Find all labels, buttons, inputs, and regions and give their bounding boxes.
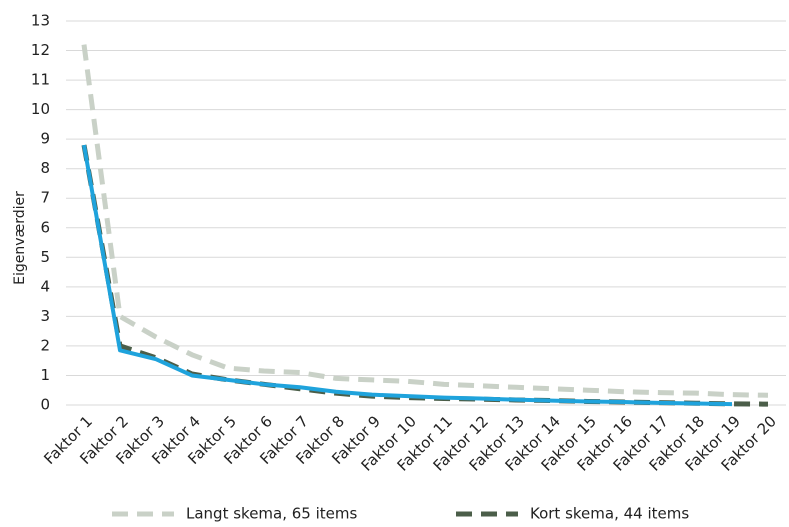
y-tick-label: 2 (40, 336, 50, 354)
y-tick-label: 0 (40, 396, 50, 414)
y-tick-label: 12 (31, 41, 50, 59)
y-tick-label: 8 (40, 159, 50, 177)
series-line (81, 144, 769, 407)
y-tick-label: 4 (40, 277, 50, 295)
y-tick-label: 3 (40, 307, 50, 325)
legend-label: Langt skema, 65 items (186, 505, 358, 523)
y-axis-label: Eigenværdier (12, 191, 28, 285)
y-tick-label: 9 (40, 130, 50, 148)
y-tick-label: 6 (40, 218, 50, 236)
legend-label: Kort skema, 44 items (530, 505, 689, 523)
y-tick-label: 11 (31, 71, 50, 89)
y-tick-label: 1 (40, 366, 50, 384)
y-tick-label: 10 (31, 100, 50, 118)
series-line (82, 144, 733, 407)
y-tick-label: 7 (40, 189, 50, 207)
y-tick-label: 5 (40, 248, 50, 266)
series-line (81, 44, 769, 398)
y-tick-label: 13 (31, 12, 50, 30)
